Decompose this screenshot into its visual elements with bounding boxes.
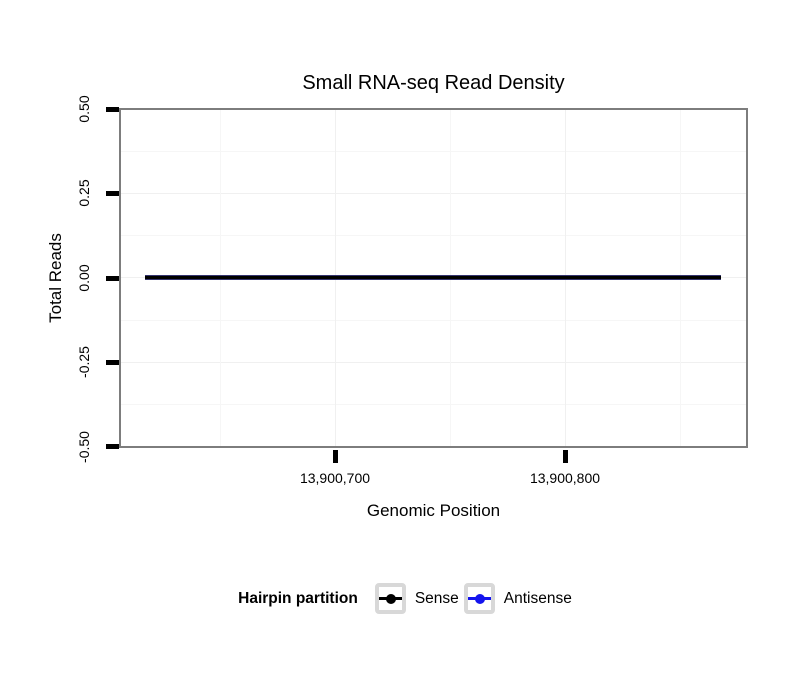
y-tick-label: 0.25 xyxy=(76,179,92,207)
plot-panel xyxy=(119,108,748,448)
x-tick-label: 13,900,800 xyxy=(529,470,601,486)
y-tick xyxy=(106,107,119,112)
sense-point-swatch-icon xyxy=(385,593,396,604)
legend-item-sense: Sense xyxy=(374,583,459,614)
chart-title: Small RNA-seq Read Density xyxy=(302,72,565,94)
x-tick xyxy=(333,450,338,463)
legend-key-sense xyxy=(374,583,406,614)
gridline-major xyxy=(121,193,746,194)
series-line-antisense xyxy=(145,275,721,280)
legend-item-antisense: Antisense xyxy=(463,583,572,614)
x-axis-title: Genomic Position xyxy=(366,501,501,520)
series-line-sense xyxy=(145,276,721,279)
gridline-minor xyxy=(121,235,746,236)
gridline-minor xyxy=(121,151,746,152)
y-tick-label: 0.00 xyxy=(76,264,92,292)
gridline-minor xyxy=(121,320,746,321)
y-tick-label: -0.50 xyxy=(76,431,92,463)
y-tick xyxy=(106,360,119,365)
legend: Hairpin partition Sense Antisense xyxy=(0,582,810,615)
y-tick xyxy=(106,444,119,449)
y-tick xyxy=(106,191,119,196)
gridline-major xyxy=(121,362,746,363)
x-tick-label: 13,900,700 xyxy=(299,470,371,486)
y-tick xyxy=(106,276,119,281)
y-axis-title: Total Reads xyxy=(46,233,65,323)
legend-label-antisense: Antisense xyxy=(503,589,572,607)
y-tick-label: 0.50 xyxy=(76,95,92,123)
legend-key-antisense xyxy=(463,583,495,614)
legend-label-sense: Sense xyxy=(414,589,459,607)
gridline-minor xyxy=(121,404,746,405)
y-tick-label: -0.25 xyxy=(76,346,92,378)
x-tick xyxy=(563,450,568,463)
legend-title: Hairpin partition xyxy=(238,589,358,607)
antisense-point-swatch-icon xyxy=(474,593,485,604)
